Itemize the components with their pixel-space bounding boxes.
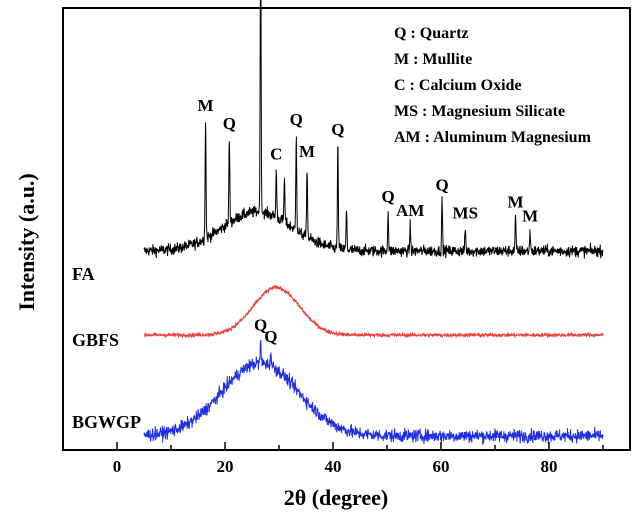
peak-label-fa-14: M	[522, 206, 538, 225]
series-label-fa: FA	[72, 264, 95, 284]
axes: 0 20 40 60 80	[62, 7, 631, 476]
plot-frame	[62, 7, 631, 451]
peak-label-fa-5: Q	[290, 110, 303, 129]
legend-entry-1: M : Mullite	[394, 51, 472, 68]
peak-label-fa-7: Q	[331, 120, 344, 139]
series-label-bgwgp: BGWGP	[72, 412, 141, 432]
series-line-bgwgp	[143, 340, 604, 445]
x-tick-label: 80	[541, 457, 558, 476]
peak-label-fa-1: Q	[223, 114, 236, 133]
legend-entry-0: Q : Quartz	[394, 25, 469, 42]
y-axis-title: Intensity (a.u.)	[14, 173, 39, 311]
x-axis-title: 2θ (degree)	[284, 485, 389, 510]
series-layer	[143, 0, 604, 445]
series-line-gbfs	[143, 285, 604, 339]
peak-label-fa-11: Q	[435, 176, 448, 195]
peak-label-bgwgp-1: Q	[264, 327, 277, 346]
peak-label-fa-9: Q	[381, 187, 394, 206]
x-tick-label: 20	[217, 457, 234, 476]
legend-entry-3: MS : Magnesium Silicate	[394, 103, 565, 120]
legend-entry-4: AM : Aluminum Magnesium	[394, 129, 592, 146]
series-label-layer: FA GBFS BGWGP	[72, 264, 141, 432]
x-tick-label: 0	[113, 457, 122, 476]
peak-label-fa-0: M	[198, 96, 214, 115]
peak-label-fa-3: C	[270, 145, 282, 164]
peak-label-layer: MQQCQMQQAMQMSMMQQ	[198, 96, 539, 346]
peak-label-fa-13: M	[507, 192, 523, 211]
peak-label-fa-12: MS	[453, 204, 479, 223]
series-label-gbfs: GBFS	[72, 330, 119, 350]
peak-label-fa-6: M	[299, 142, 315, 161]
legend: Q : Quartz M : Mullite C : Calcium Oxide MS…	[394, 25, 592, 146]
peak-label-bgwgp-0: Q	[254, 316, 267, 335]
x-tick-label: 60	[433, 457, 450, 476]
peak-label-fa-10: AM	[396, 201, 424, 220]
series-line-fa	[143, 0, 604, 259]
legend-entry-2: C : Calcium Oxide	[394, 77, 522, 94]
x-tick-label: 40	[325, 457, 342, 476]
